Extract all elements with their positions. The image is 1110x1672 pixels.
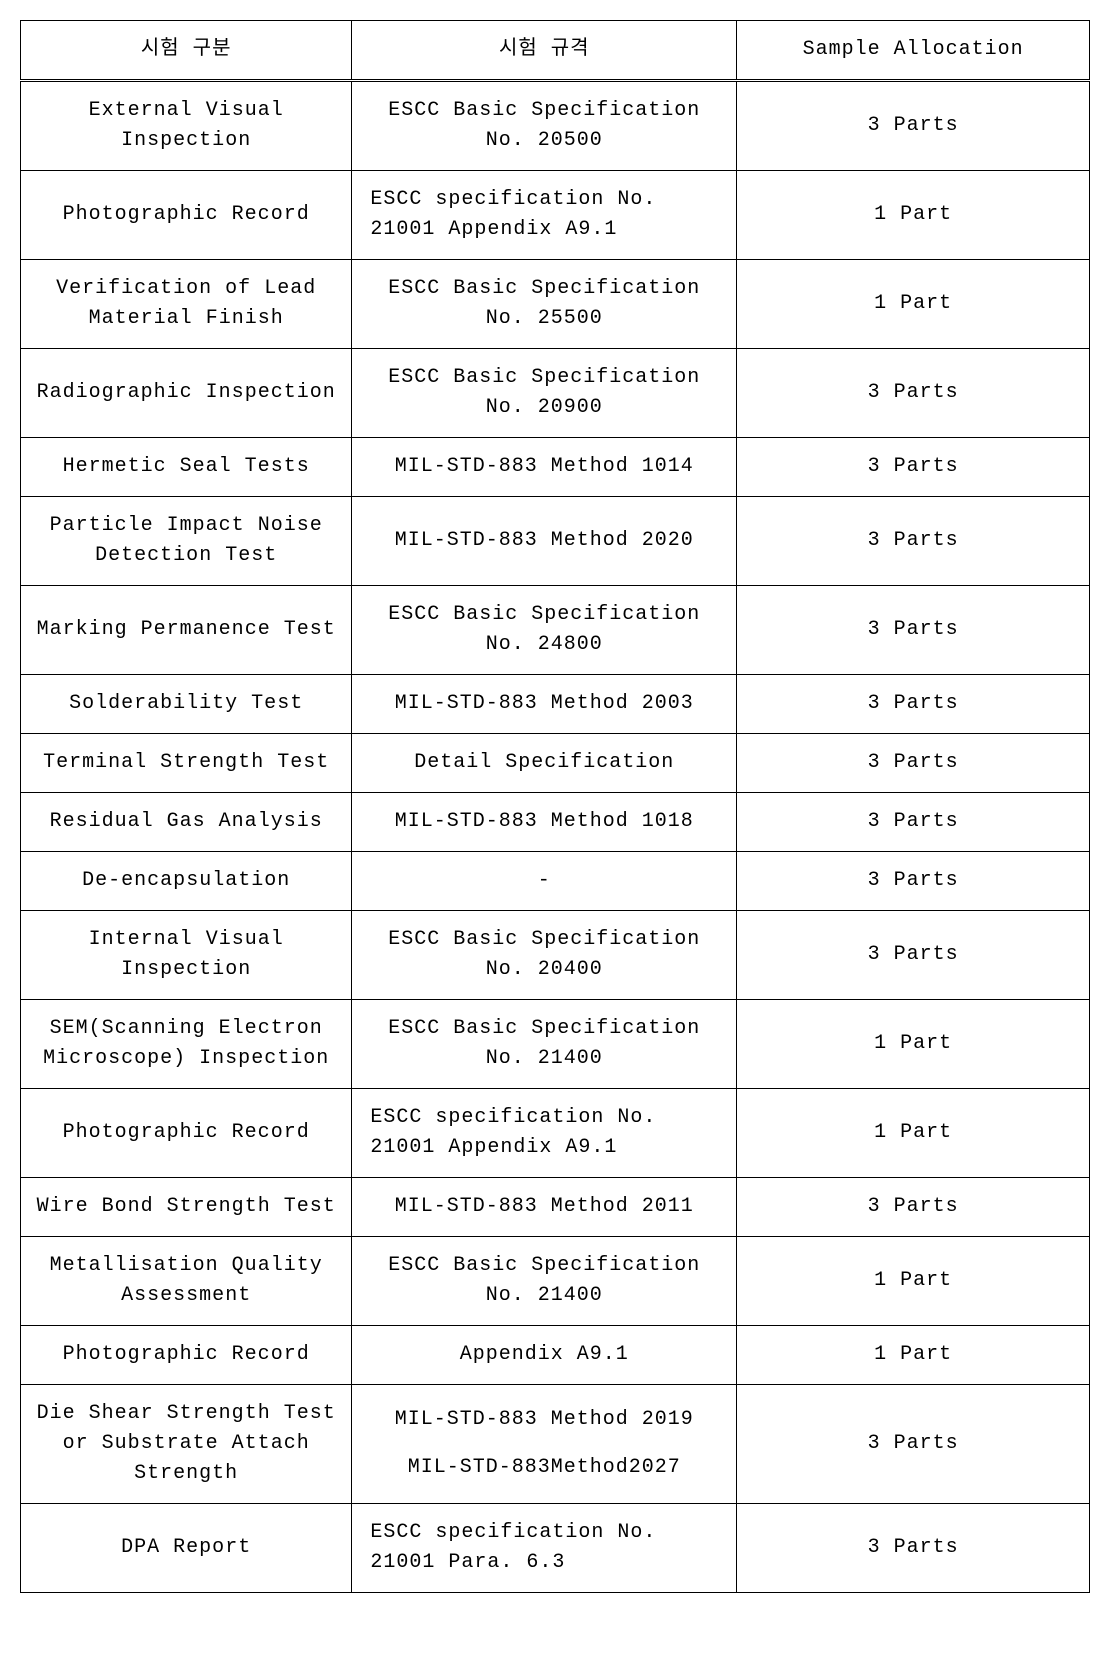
- cell-allocation: 1 Part: [737, 260, 1090, 349]
- cell-test-type: Photographic Record: [21, 171, 352, 260]
- cell-test-type: Die Shear Strength Test or Substrate Att…: [21, 1385, 352, 1504]
- table-row: Marking Permanence TestESCC Basic Specif…: [21, 586, 1090, 675]
- table-row: Photographic RecordESCC specification No…: [21, 1089, 1090, 1178]
- table-row: Hermetic Seal TestsMIL-STD-883 Method 10…: [21, 438, 1090, 497]
- cell-test-type: Terminal Strength Test: [21, 734, 352, 793]
- table-row: Photographic RecordAppendix A9.11 Part: [21, 1326, 1090, 1385]
- table-row: Die Shear Strength Test or Substrate Att…: [21, 1385, 1090, 1504]
- cell-test-spec: ESCC Basic Specification No. 20400: [352, 911, 737, 1000]
- cell-test-type: Internal Visual Inspection: [21, 911, 352, 1000]
- cell-allocation: 3 Parts: [737, 497, 1090, 586]
- cell-allocation: 3 Parts: [737, 81, 1090, 171]
- cell-test-type: Hermetic Seal Tests: [21, 438, 352, 497]
- table-row: Photographic RecordESCC specification No…: [21, 171, 1090, 260]
- cell-allocation: 3 Parts: [737, 734, 1090, 793]
- table-row: Residual Gas AnalysisMIL-STD-883 Method …: [21, 793, 1090, 852]
- header-test-spec: 시험 규격: [352, 21, 737, 81]
- cell-test-spec: ESCC Basic Specification No. 25500: [352, 260, 737, 349]
- cell-test-type: De-encapsulation: [21, 852, 352, 911]
- cell-test-spec: ESCC specification No. 21001 Appendix A9…: [352, 1089, 737, 1178]
- cell-test-spec: MIL-STD-883 Method 2011: [352, 1178, 737, 1237]
- cell-allocation: 1 Part: [737, 1089, 1090, 1178]
- table-row: External Visual InspectionESCC Basic Spe…: [21, 81, 1090, 171]
- cell-test-spec: -: [352, 852, 737, 911]
- table-header-row: 시험 구분 시험 규격 Sample Allocation: [21, 21, 1090, 81]
- table-row: Internal Visual InspectionESCC Basic Spe…: [21, 911, 1090, 1000]
- cell-allocation: 1 Part: [737, 1326, 1090, 1385]
- cell-test-type: DPA Report: [21, 1504, 352, 1593]
- cell-test-type: External Visual Inspection: [21, 81, 352, 171]
- header-sample-allocation: Sample Allocation: [737, 21, 1090, 81]
- cell-test-type: SEM(Scanning Electron Microscope) Inspec…: [21, 1000, 352, 1089]
- cell-test-spec: MIL-STD-883 Method 2003: [352, 675, 737, 734]
- cell-test-spec: ESCC Basic Specification No. 21400: [352, 1237, 737, 1326]
- cell-allocation: 1 Part: [737, 1237, 1090, 1326]
- cell-test-spec: ESCC specification No. 21001 Para. 6.3: [352, 1504, 737, 1593]
- cell-test-spec: MIL-STD-883 Method 1014: [352, 438, 737, 497]
- cell-allocation: 3 Parts: [737, 852, 1090, 911]
- cell-allocation: 3 Parts: [737, 911, 1090, 1000]
- table-row: SEM(Scanning Electron Microscope) Inspec…: [21, 1000, 1090, 1089]
- cell-test-spec: ESCC Basic Specification No. 20900: [352, 349, 737, 438]
- cell-test-type: Solderability Test: [21, 675, 352, 734]
- cell-allocation: 3 Parts: [737, 438, 1090, 497]
- cell-allocation: 3 Parts: [737, 675, 1090, 734]
- cell-test-type: Radiographic Inspection: [21, 349, 352, 438]
- cell-test-spec: ESCC Basic Specification No. 24800: [352, 586, 737, 675]
- cell-test-type: Photographic Record: [21, 1326, 352, 1385]
- table-row: Wire Bond Strength TestMIL-STD-883 Metho…: [21, 1178, 1090, 1237]
- specification-table: 시험 구분 시험 규격 Sample Allocation External V…: [20, 20, 1090, 1593]
- cell-test-spec: ESCC specification No. 21001 Appendix A9…: [352, 171, 737, 260]
- table-row: DPA ReportESCC specification No. 21001 P…: [21, 1504, 1090, 1593]
- cell-test-spec: ESCC Basic Specification No. 20500: [352, 81, 737, 171]
- cell-test-spec: Detail Specification: [352, 734, 737, 793]
- cell-allocation: 3 Parts: [737, 1385, 1090, 1504]
- cell-allocation: 1 Part: [737, 1000, 1090, 1089]
- cell-test-type: Wire Bond Strength Test: [21, 1178, 352, 1237]
- table-body: External Visual InspectionESCC Basic Spe…: [21, 81, 1090, 1593]
- cell-test-spec: MIL-STD-883 Method 2019MIL-STD-883Method…: [352, 1385, 737, 1504]
- cell-test-type: Metallisation Quality Assessment: [21, 1237, 352, 1326]
- cell-allocation: 3 Parts: [737, 1504, 1090, 1593]
- cell-test-spec: MIL-STD-883 Method 1018: [352, 793, 737, 852]
- table-row: Radiographic InspectionESCC Basic Specif…: [21, 349, 1090, 438]
- table-row: Particle Impact Noise Detection TestMIL-…: [21, 497, 1090, 586]
- header-test-type: 시험 구분: [21, 21, 352, 81]
- cell-test-type: Photographic Record: [21, 1089, 352, 1178]
- cell-allocation: 3 Parts: [737, 349, 1090, 438]
- cell-test-type: Verification of Lead Material Finish: [21, 260, 352, 349]
- table-row: Metallisation Quality AssessmentESCC Bas…: [21, 1237, 1090, 1326]
- cell-test-type: Marking Permanence Test: [21, 586, 352, 675]
- cell-test-type: Particle Impact Noise Detection Test: [21, 497, 352, 586]
- table-row: Solderability TestMIL-STD-883 Method 200…: [21, 675, 1090, 734]
- table-row: Terminal Strength TestDetail Specificati…: [21, 734, 1090, 793]
- cell-allocation: 1 Part: [737, 171, 1090, 260]
- table-row: De-encapsulation-3 Parts: [21, 852, 1090, 911]
- cell-test-type: Residual Gas Analysis: [21, 793, 352, 852]
- cell-test-spec: MIL-STD-883 Method 2020: [352, 497, 737, 586]
- cell-test-spec: ESCC Basic Specification No. 21400: [352, 1000, 737, 1089]
- cell-allocation: 3 Parts: [737, 1178, 1090, 1237]
- cell-test-spec: Appendix A9.1: [352, 1326, 737, 1385]
- table-row: Verification of Lead Material FinishESCC…: [21, 260, 1090, 349]
- cell-allocation: 3 Parts: [737, 793, 1090, 852]
- cell-allocation: 3 Parts: [737, 586, 1090, 675]
